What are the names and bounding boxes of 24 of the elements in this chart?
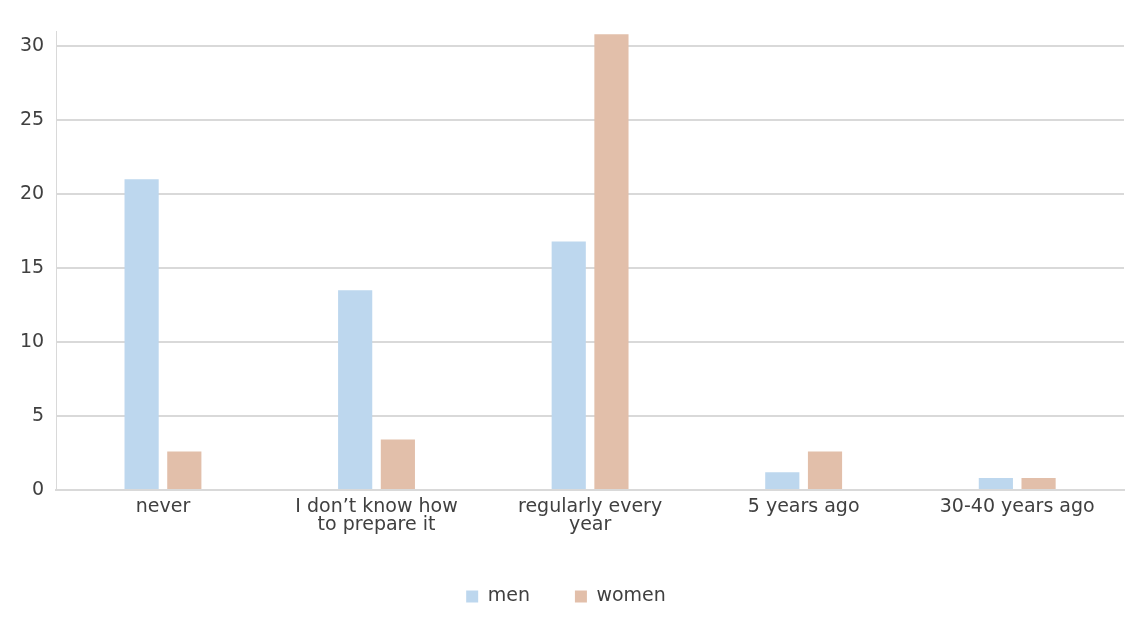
bar bbox=[807, 451, 843, 489]
bar bbox=[1021, 478, 1056, 489]
x-tick-label: 30-40 years ago bbox=[939, 493, 1095, 516]
y-tick-label: 5 bbox=[32, 402, 45, 425]
x-tick-label: never bbox=[135, 493, 191, 516]
y-tick-label: 10 bbox=[19, 328, 45, 351]
bar bbox=[765, 472, 800, 489]
x-tick-label: regularly every year bbox=[518, 493, 663, 534]
y-tick-label: 20 bbox=[19, 181, 45, 204]
x-tick-label: 5 years ago bbox=[747, 493, 860, 516]
bar bbox=[124, 179, 159, 489]
bar bbox=[594, 34, 629, 489]
y-tick-label: 15 bbox=[19, 254, 45, 277]
bar bbox=[380, 439, 415, 489]
x-tick-label: I don’t know how to prepare it bbox=[295, 493, 458, 534]
legend-label: women bbox=[596, 583, 666, 606]
y-tick-label: 30 bbox=[19, 33, 45, 56]
bar bbox=[338, 290, 373, 489]
y-tick-label: 0 bbox=[32, 476, 45, 499]
y-tick-label: 25 bbox=[19, 107, 45, 130]
bar bbox=[551, 241, 586, 489]
bar bbox=[167, 451, 202, 489]
legend-label: men bbox=[487, 583, 530, 606]
bar bbox=[978, 478, 1013, 489]
